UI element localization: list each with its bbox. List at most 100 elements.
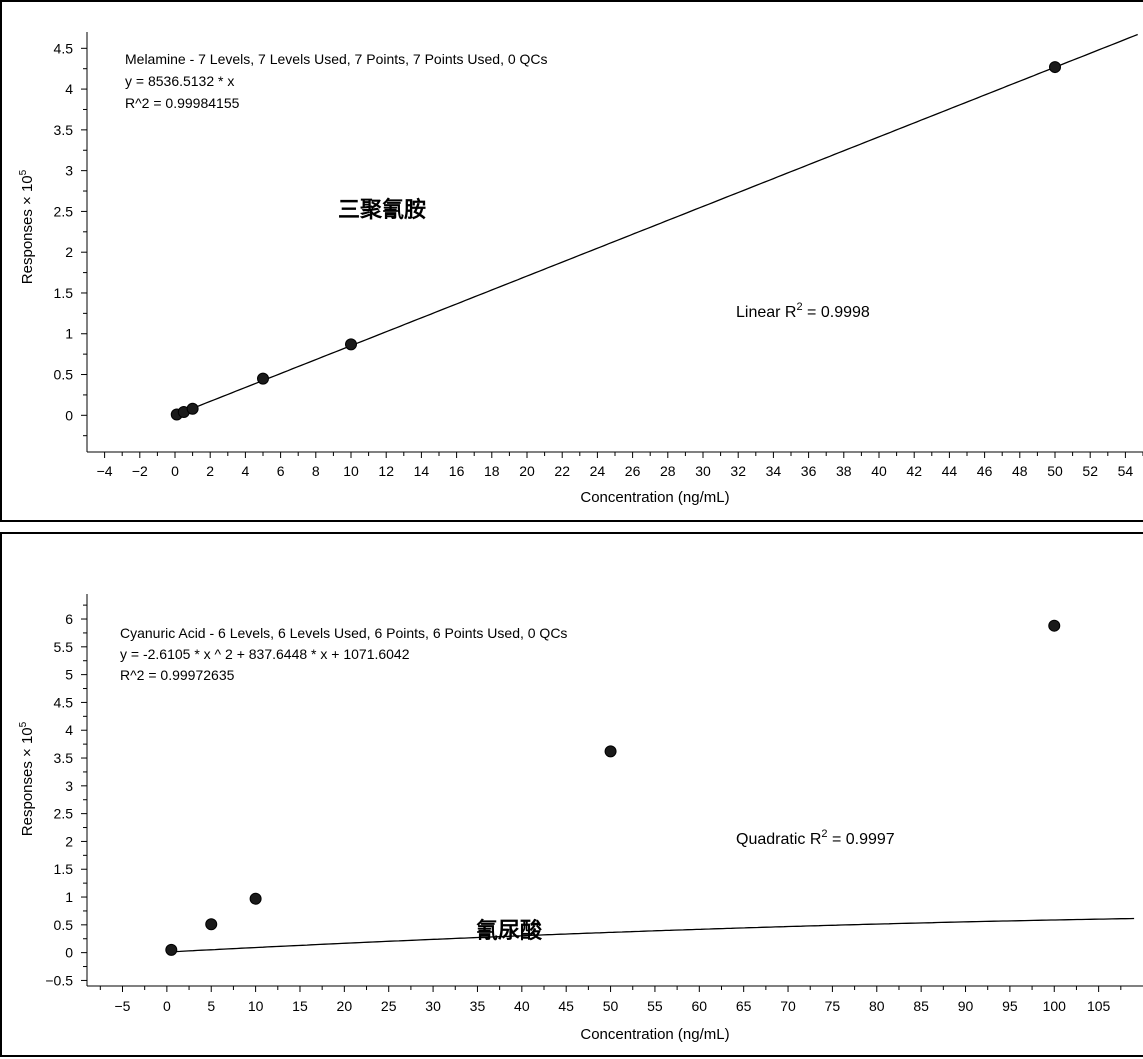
- x-tick-label: 35: [470, 998, 486, 1014]
- x-tick-label: 42: [906, 463, 922, 479]
- x-tick-label: 6: [277, 463, 285, 479]
- x-tick-label: 5: [207, 998, 215, 1014]
- x-axis-label: Concentration (ng/mL): [580, 1026, 729, 1043]
- r-squared-annotation: Linear R2 = 0.9998: [736, 301, 870, 321]
- x-tick-label: 24: [590, 463, 606, 479]
- x-tick-label: 44: [942, 463, 958, 479]
- data-point: [258, 373, 269, 384]
- y-tick-label: −0.5: [45, 972, 73, 988]
- fit-curve: [171, 919, 1134, 952]
- x-tick-label: 70: [780, 998, 796, 1014]
- y-tick-label: 5.5: [54, 639, 74, 655]
- y-tick-label: 0: [65, 407, 73, 423]
- y-tick-label: 2.5: [54, 203, 74, 219]
- compound-name: 三聚氰胺: [338, 197, 426, 222]
- y-tick-label: 4: [65, 81, 73, 97]
- x-tick-label: 16: [449, 463, 465, 479]
- compound-name: 氰尿酸: [476, 918, 543, 943]
- x-tick-label: 45: [558, 998, 574, 1014]
- y-tick-label: 3: [65, 778, 73, 794]
- x-tick-label: 40: [514, 998, 530, 1014]
- y-tick-label: 2: [65, 833, 73, 849]
- cyanuric-acid-calibration-panel: −0.5 0 0.5 1 1.5 2 2.5 3 3.5 4 4.5 5 5.5 6 −5 0 5 10 15 20 2…: [0, 532, 1143, 1057]
- y-tick-label: 1.5: [54, 861, 74, 877]
- y-axis-label: Responses × 105: [18, 721, 36, 836]
- y-tick-label: 4.5: [54, 40, 74, 56]
- y-tick-label: 3: [65, 163, 73, 179]
- x-tick-label: 50: [603, 998, 619, 1014]
- fit-info-line: Melamine - 7 Levels, 7 Levels Used, 7 Po…: [125, 51, 548, 67]
- x-tick-label: 105: [1087, 998, 1111, 1014]
- y-tick-label: 1: [65, 326, 73, 342]
- data-point: [1050, 62, 1061, 73]
- x-tick-label: 38: [836, 463, 852, 479]
- fit-info-line: y = 8536.5132 * x: [125, 73, 234, 89]
- melamine-calibration-chart: 00.511.522.533.544.5−4 −2 0 2 4 6 8 10 12 14 16 18 2…: [2, 2, 1143, 524]
- y-tick-label: 2.5: [54, 806, 74, 822]
- x-tick-label: 40: [871, 463, 887, 479]
- x-tick-label: 0: [171, 463, 179, 479]
- x-tick-label: 10: [248, 998, 264, 1014]
- y-tick-label: 3.5: [54, 122, 74, 138]
- x-tick-label: 28: [660, 463, 676, 479]
- x-tick-label: 20: [337, 998, 353, 1014]
- x-tick-label: 100: [1043, 998, 1067, 1014]
- x-axis-label: Concentration (ng/mL): [580, 489, 729, 506]
- y-tick-label: 4.5: [54, 694, 74, 710]
- x-tick-label: 55: [647, 998, 663, 1014]
- fit-curve: [184, 35, 1138, 412]
- x-tick-label: −4: [97, 463, 113, 479]
- x-tick-label: 14: [414, 463, 430, 479]
- x-tick-label: −2: [132, 463, 148, 479]
- x-tick-label: 10: [343, 463, 359, 479]
- y-axis-label: Responses × 105: [18, 169, 36, 284]
- melamine-calibration-panel: 0 0.5 1 1.5 2 2.5 3 3.5 4 4.5 −4 −2 0 2 4 6 8 10 12 14 16 18 2…: [0, 0, 1143, 522]
- y-tick-label: 0.5: [54, 367, 74, 383]
- x-tick-label: 50: [1047, 463, 1063, 479]
- x-tick-label: 20: [519, 463, 535, 479]
- y-tick-label: 1: [65, 889, 73, 905]
- data-point: [1049, 620, 1060, 631]
- data-point: [187, 403, 198, 414]
- x-tick-label: 26: [625, 463, 641, 479]
- x-tick-label: 2: [206, 463, 214, 479]
- y-tick-label: 0: [65, 945, 73, 961]
- y-tick-label: 4: [65, 722, 73, 738]
- cyanuric-acid-calibration-chart: −0.5 0 0.5 1 1.5 2 2.5 3 3.5 4 4.5 5 5.5 6 −5 0 5 10 15 20 2…: [2, 534, 1143, 1059]
- x-tick-label: 36: [801, 463, 817, 479]
- x-tick-label: 52: [1082, 463, 1098, 479]
- x-tick-label: 32: [730, 463, 746, 479]
- data-point: [206, 919, 217, 930]
- x-tick-label: 25: [381, 998, 397, 1014]
- x-tick-label: 95: [1002, 998, 1018, 1014]
- x-tick-label: 34: [766, 463, 782, 479]
- y-tick-label: 3.5: [54, 750, 74, 766]
- x-tick-label: 18: [484, 463, 500, 479]
- data-point: [605, 746, 616, 757]
- y-tick-label: 0.5: [54, 917, 74, 933]
- data-point: [250, 893, 261, 904]
- x-tick-label: 4: [242, 463, 250, 479]
- x-tick-label: 90: [958, 998, 974, 1014]
- x-tick-label: 85: [913, 998, 929, 1014]
- x-tick-label: 0: [163, 998, 171, 1014]
- fit-info-line: R^2 = 0.99984155: [125, 95, 240, 111]
- x-tick-label: 8: [312, 463, 320, 479]
- x-tick-label: 65: [736, 998, 752, 1014]
- y-tick-label: 5: [65, 667, 73, 683]
- x-tick-label: 30: [695, 463, 711, 479]
- x-tick-label: 48: [1012, 463, 1028, 479]
- x-tick-label: 80: [869, 998, 885, 1014]
- x-tick-label: 15: [292, 998, 308, 1014]
- x-tick-label: 60: [692, 998, 708, 1014]
- x-tick-label: 12: [378, 463, 394, 479]
- r-squared-annotation: Quadratic R2 = 0.9997: [736, 828, 895, 848]
- y-tick-label: 1.5: [54, 285, 74, 301]
- x-tick-label: 75: [825, 998, 841, 1014]
- x-tick-label: 30: [425, 998, 441, 1014]
- fit-info-line: R^2 = 0.99972635: [120, 667, 235, 683]
- y-tick-label: 6: [65, 611, 73, 627]
- y-tick-label: 2: [65, 244, 73, 260]
- data-point: [166, 944, 177, 955]
- x-tick-label: −5: [115, 998, 131, 1014]
